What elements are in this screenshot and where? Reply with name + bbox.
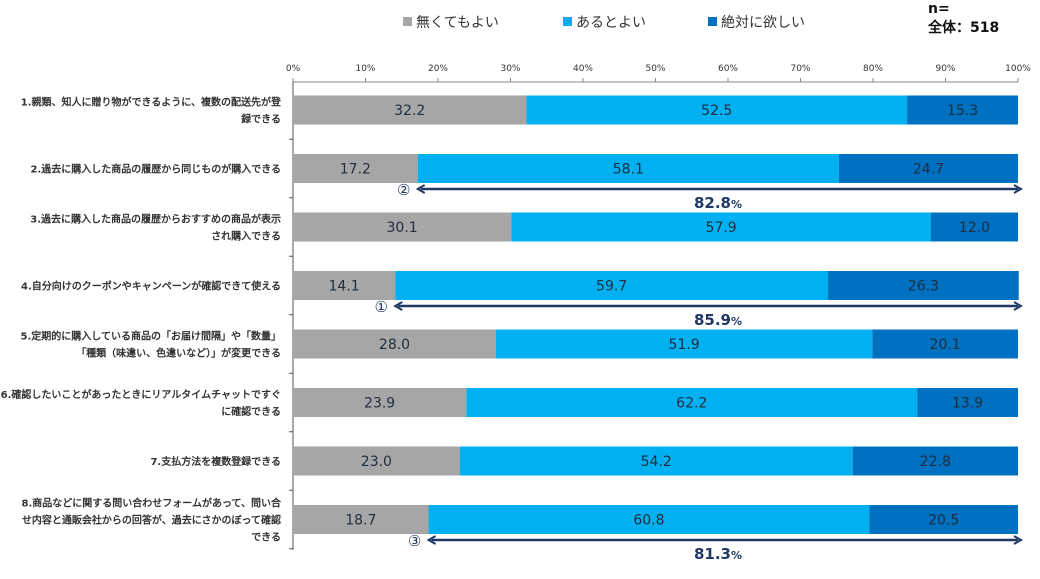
category-label: 「種類（味違い、色違いなど）」が変更できる (76, 347, 281, 360)
category-label: 6.確認したいことがあったときにリアルタイムチャットですぐ (1, 388, 281, 401)
annotation-rank: ③ (408, 532, 421, 550)
sample-size-note: n= 全体：518 (927, 1, 999, 36)
annotation-rank: ② (397, 181, 410, 199)
bar-segment (293, 505, 429, 534)
bar-segment (907, 95, 1018, 125)
bar-data-label: 12.0 (959, 220, 990, 236)
bar-segment (293, 154, 418, 183)
legend-swatch-1 (403, 17, 412, 26)
x-tick-label: 20% (428, 64, 448, 74)
bar-segment (428, 505, 870, 534)
category-label: せ内容と通販会社からの回答が、過去にさかのぼって確認 (22, 514, 281, 527)
bar-segment (293, 95, 527, 125)
x-tick-label: 40% (573, 64, 593, 74)
category-label: 4.自分向けのクーポンやキャンペーンが確認できて使える (21, 280, 281, 293)
bar-data-label: 13.9 (952, 396, 983, 412)
bar-data-label: 28.0 (379, 337, 410, 353)
category-label: できる (251, 532, 281, 544)
bar-segment (496, 329, 873, 359)
x-tick-label: 70% (790, 64, 810, 74)
bar-data-label: 26.3 (908, 279, 939, 295)
category-label: 3.過去に購入した商品の履歴からおすすめの商品が表示 (30, 213, 281, 226)
bar-segment (293, 271, 396, 300)
legend-label-3: 絶対に欲しい (721, 15, 805, 31)
sample-size-value: 全体：518 (927, 19, 999, 36)
bar-data-label: 58.1 (613, 162, 644, 178)
bar-segment (466, 388, 918, 417)
category-label: 7.支払方法を複数登録できる (150, 455, 281, 468)
bar-segment (917, 388, 1018, 417)
category-label: に確認できる (221, 405, 281, 418)
bar-data-label: 57.9 (706, 220, 737, 236)
x-tick-label: 0% (286, 64, 301, 74)
bar-data-label: 24.7 (913, 162, 944, 178)
bar-data-label: 23.9 (364, 396, 395, 412)
bar-data-label: 51.9 (669, 337, 700, 353)
bars: 32.2 52.5 15.3 17.2 58.1 24.7 30.1 57.9 12.0 14.1… (289, 95, 1019, 550)
category-label: 録できる (241, 113, 281, 126)
x-tick-label: 60% (718, 64, 738, 74)
x-tick-label: 90% (935, 64, 955, 74)
bar-segment (872, 329, 1018, 359)
legend-swatch-3 (708, 17, 717, 26)
category-label: 1.親類、知人に贈り物ができるように、複数の配送先が登 (21, 96, 282, 109)
bar-segment (459, 446, 853, 476)
x-tick-label: 100% (1005, 64, 1031, 74)
bar-segment (852, 446, 1018, 476)
x-tick-label: 50% (645, 64, 665, 74)
legend: 無くてもよい あるとよい 絶対に欲しい (403, 15, 805, 31)
bar-data-label: 30.1 (387, 220, 418, 236)
annotation-total: 81.3% (694, 545, 742, 563)
bar-data-label: 60.8 (633, 513, 664, 529)
legend-label-2: あるとよい (576, 15, 646, 31)
annotation-unit: % (731, 315, 742, 328)
annotation-rank: ① (374, 298, 387, 316)
legend-swatch-2 (563, 17, 572, 26)
bar-segment (526, 95, 908, 125)
x-tick-label: 30% (500, 64, 520, 74)
legend-label-1: 無くてもよい (416, 15, 499, 31)
category-label: 2.過去に購入した商品の履歴から同じものが購入できる (30, 163, 281, 176)
bar-data-label: 14.1 (329, 279, 360, 295)
bar-data-label: 15.3 (947, 103, 978, 119)
annotation-unit: % (731, 549, 742, 562)
bar-data-label: 52.5 (701, 103, 732, 119)
annotation-total: 85.9% (694, 311, 742, 329)
sample-size-label: n= (928, 1, 950, 17)
bar-data-label: 20.1 (930, 337, 961, 353)
bar-data-label: 54.2 (641, 454, 672, 470)
bar-segment (869, 505, 1018, 534)
bar-data-label: 32.2 (394, 103, 425, 119)
category-label: され購入できる (211, 230, 281, 243)
bar-data-label: 17.2 (340, 162, 371, 178)
bar-data-label: 20.5 (928, 513, 959, 529)
bar-segment (293, 212, 512, 242)
bar-segment (293, 329, 496, 359)
bar-segment (838, 154, 1018, 183)
x-tick-label: 80% (863, 64, 883, 74)
bar-segment (395, 271, 829, 300)
bar-data-label: 59.7 (596, 279, 627, 295)
bar-data-label: 22.8 (920, 454, 951, 470)
annotations: ② 82.8% ① 85.9% ③ 81.3% (374, 181, 1018, 563)
annotation-unit: % (731, 198, 742, 211)
bar-segment (931, 212, 1018, 242)
bar-segment (293, 446, 460, 476)
bar-segment (511, 212, 931, 242)
x-tick-label: 10% (355, 64, 375, 74)
bar-data-label: 23.0 (361, 454, 392, 470)
bar-data-label: 18.7 (345, 513, 376, 529)
bar-segment (828, 271, 1019, 300)
bar-segment (293, 388, 467, 417)
category-label: 8.商品などに関する問い合わせフォームがあって、問い合 (22, 497, 282, 510)
bar-data-label: 62.2 (676, 396, 707, 412)
bar-segment (417, 154, 839, 183)
category-label: 5.定期的に購入している商品の「お届け間隔」や「数量」 (21, 330, 281, 343)
annotation-total: 82.8% (694, 194, 742, 212)
